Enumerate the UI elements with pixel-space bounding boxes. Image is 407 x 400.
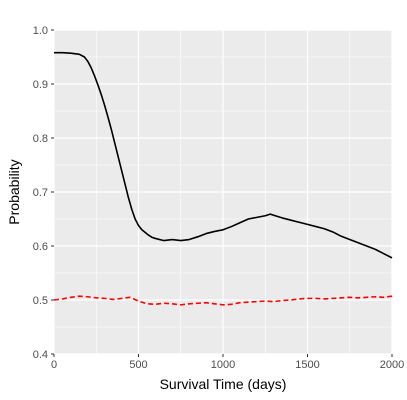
x-tick-label: 1000 xyxy=(211,359,235,371)
y-tick-label: 0.6 xyxy=(33,241,48,253)
dashed-series-line xyxy=(53,295,393,306)
x-axis-ticks: 0 500 1000 1500 2000 xyxy=(51,354,404,371)
x-tick-label: 2000 xyxy=(380,359,404,371)
y-tick-label: 0.8 xyxy=(33,133,48,145)
y-tick-label: 0.9 xyxy=(33,79,48,91)
series-layer xyxy=(53,51,393,306)
y-tick-label: 0.7 xyxy=(33,187,48,199)
y-tick-label: 0.5 xyxy=(33,295,48,307)
x-axis-title: Survival Time (days) xyxy=(160,376,287,392)
y-axis-ticks: 0.4 0.5 0.6 0.7 0.8 0.9 1.0 xyxy=(33,25,54,361)
solid-series-line xyxy=(54,51,393,259)
x-tick-label: 1500 xyxy=(295,359,319,371)
x-tick-label: 500 xyxy=(129,359,147,371)
x-tick-label: 0 xyxy=(51,359,57,371)
y-tick-label: 1.0 xyxy=(33,25,48,37)
y-tick-label: 0.4 xyxy=(33,349,48,361)
y-axis-title: Probability xyxy=(6,159,22,224)
